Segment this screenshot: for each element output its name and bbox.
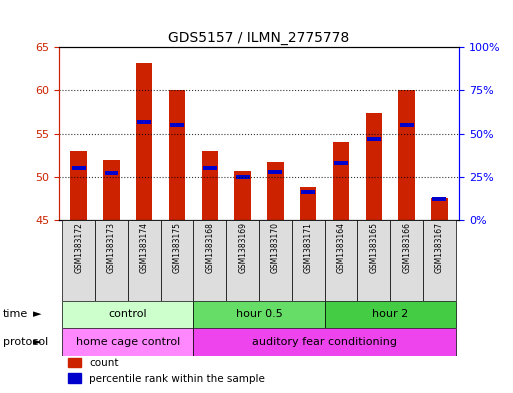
Text: GSM1383167: GSM1383167 [435,222,444,274]
Bar [203,166,217,170]
Bar [193,328,456,356]
Bar [390,220,423,301]
Text: ►: ► [33,309,41,320]
Bar [161,220,193,301]
Bar [423,220,456,301]
Text: GSM1383168: GSM1383168 [205,222,214,274]
Bar [300,187,317,220]
Bar [325,220,358,301]
Bar [235,175,250,179]
Text: GSM1383174: GSM1383174 [140,222,149,274]
Text: hour 0.5: hour 0.5 [235,309,283,320]
Bar [400,123,413,127]
Bar [333,142,349,220]
Text: GSM1383170: GSM1383170 [271,222,280,274]
Bar [169,90,185,220]
Bar [325,301,456,328]
Bar [193,220,226,301]
Text: GSM1383171: GSM1383171 [304,222,313,274]
Bar [367,137,381,141]
Bar [234,171,251,220]
Text: protocol: protocol [3,337,48,347]
Bar [128,220,161,301]
Text: GSM1383164: GSM1383164 [337,222,346,274]
Bar [202,151,218,220]
Text: GSM1383169: GSM1383169 [238,222,247,274]
Bar [62,328,193,356]
Bar [334,161,348,165]
Text: GSM1383173: GSM1383173 [107,222,116,274]
Bar [301,191,315,195]
Bar [292,220,325,301]
Bar [72,166,86,170]
Text: time: time [3,309,28,320]
Bar [399,90,415,220]
Text: home cage control: home cage control [76,337,180,347]
Bar [431,198,448,220]
Bar [70,151,87,220]
Text: GSM1383165: GSM1383165 [369,222,379,274]
Text: GSM1383175: GSM1383175 [172,222,182,274]
Bar [432,197,446,201]
Bar [366,113,382,220]
Bar [62,220,95,301]
Text: GSM1383166: GSM1383166 [402,222,411,274]
Bar [170,123,184,127]
Bar [358,220,390,301]
Text: hour 2: hour 2 [372,309,408,320]
Text: GSM1383172: GSM1383172 [74,222,83,274]
Bar [95,220,128,301]
Legend: count, percentile rank within the sample: count, percentile rank within the sample [64,354,269,388]
Bar [259,220,292,301]
Bar [226,220,259,301]
Bar [62,301,193,328]
Bar [193,301,325,328]
Bar [136,63,152,220]
Bar [268,170,283,174]
Text: control: control [109,309,147,320]
Title: GDS5157 / ILMN_2775778: GDS5157 / ILMN_2775778 [168,31,350,45]
Text: auditory fear conditioning: auditory fear conditioning [252,337,397,347]
Text: ►: ► [33,337,41,347]
Bar [137,120,151,124]
Bar [103,160,120,220]
Bar [105,171,119,175]
Bar [267,162,284,220]
